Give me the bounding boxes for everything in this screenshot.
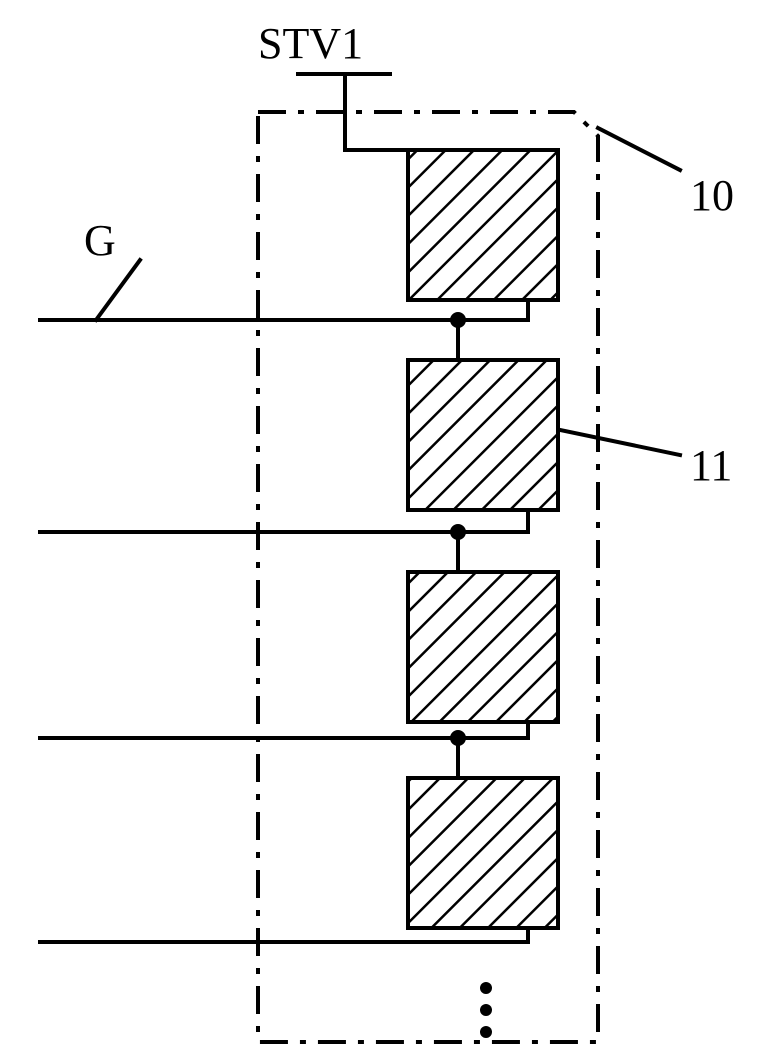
shift-register-stage	[408, 572, 558, 722]
leader-g	[96, 260, 140, 320]
ref-label-11: 11	[690, 441, 732, 490]
shift-register-stage	[408, 360, 558, 510]
ellipsis-dot	[480, 1026, 492, 1038]
ref-label-g: G	[84, 216, 116, 265]
ellipsis-dot	[480, 1004, 492, 1016]
stv1-label: STV1	[258, 19, 363, 68]
leader-11	[560, 430, 680, 455]
ref-label-10: 10	[690, 171, 734, 220]
shift-register-stage	[408, 778, 558, 928]
leader-10	[598, 128, 680, 170]
shift-register-stage	[408, 150, 558, 300]
ellipsis-dot	[480, 982, 492, 994]
